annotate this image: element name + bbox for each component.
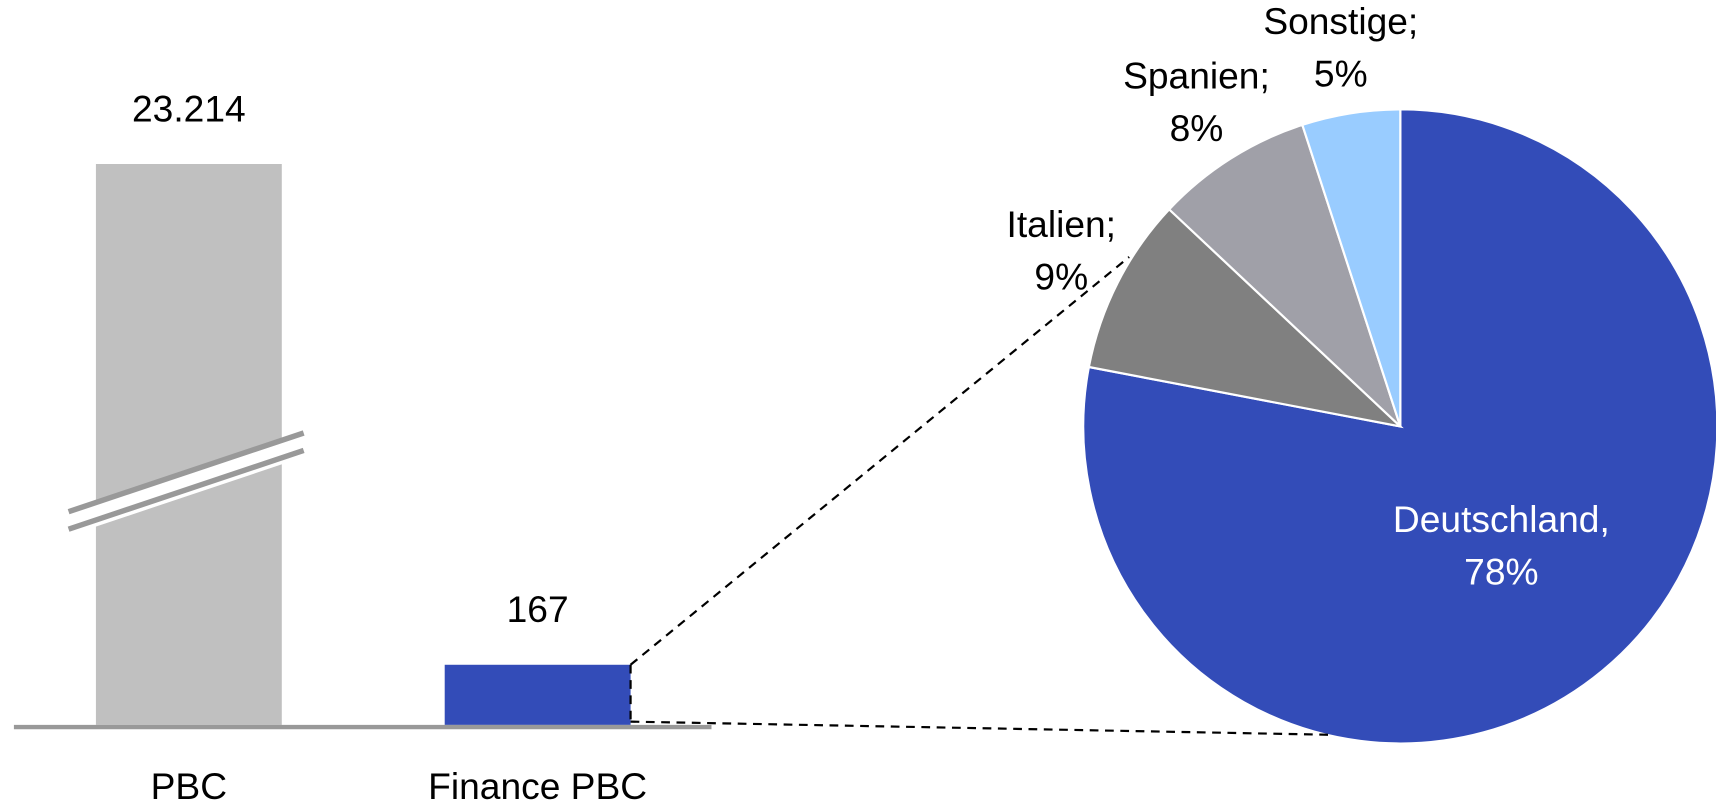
pie-slice xyxy=(1087,207,1404,429)
axis-break-line xyxy=(67,430,305,515)
x-tick-label: Finance PBC xyxy=(428,765,647,807)
bar xyxy=(444,664,631,725)
x-tick-label: PBC xyxy=(151,765,227,807)
slice-label: Italien; xyxy=(1007,203,1116,245)
connector xyxy=(629,256,1330,736)
pie-chart: Deutschland, 78% Italien; 9% Spanien; 8% Sonst… xyxy=(1007,0,1716,745)
slice-label: Spanien; xyxy=(1123,55,1270,97)
value-label: 167 xyxy=(507,588,569,630)
slice-value-label: 78% xyxy=(1464,551,1538,593)
slice-label: Sonstige; xyxy=(1263,0,1418,42)
slice-label: Deutschland, xyxy=(1393,498,1610,540)
bar xyxy=(95,164,282,725)
pie-slice xyxy=(1300,108,1402,427)
slice-value-label: 5% xyxy=(1314,53,1368,95)
slice-value-label: 8% xyxy=(1170,107,1224,149)
bar-chart: 23.214 PBC 167 Finance PBC xyxy=(67,87,647,807)
axis-break-line xyxy=(67,447,305,532)
value-label: 23.214 xyxy=(132,87,246,129)
pie-slice xyxy=(1167,123,1402,428)
slice-value-label: 9% xyxy=(1034,256,1088,298)
